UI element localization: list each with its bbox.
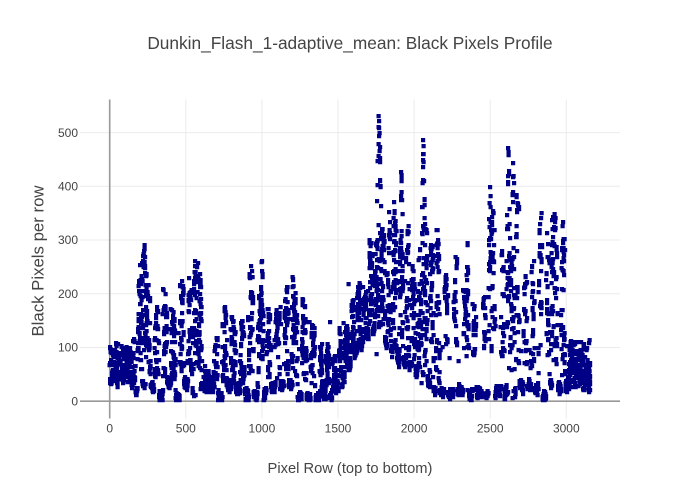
svg-text:300: 300 — [58, 233, 78, 247]
svg-text:200: 200 — [58, 287, 78, 301]
svg-text:500: 500 — [176, 422, 196, 436]
svg-text:Dunkin_Flash_1-adaptive_mean:: Dunkin_Flash_1-adaptive_mean: Black Pixe… — [147, 33, 552, 53]
svg-text:1500: 1500 — [325, 422, 352, 436]
svg-text:1000: 1000 — [249, 422, 276, 436]
svg-text:2500: 2500 — [477, 422, 504, 436]
svg-text:0: 0 — [106, 422, 113, 436]
svg-text:500: 500 — [58, 126, 78, 140]
svg-text:0: 0 — [71, 394, 78, 408]
svg-text:3000: 3000 — [553, 422, 580, 436]
svg-text:400: 400 — [58, 180, 78, 194]
svg-text:Black Pixels per row: Black Pixels per row — [29, 185, 48, 337]
svg-text:2000: 2000 — [401, 422, 428, 436]
svg-text:100: 100 — [58, 341, 78, 355]
svg-text:Pixel Row (top to bottom): Pixel Row (top to bottom) — [268, 461, 433, 477]
